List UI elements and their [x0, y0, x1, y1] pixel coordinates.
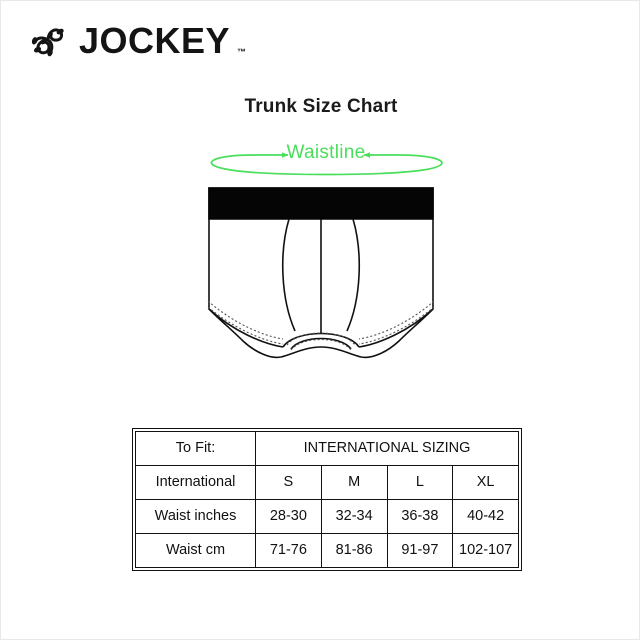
- page-title: Trunk Size Chart: [244, 96, 398, 117]
- table-row: International S M L XL: [135, 465, 519, 500]
- table-row: Waist inches 28-30 32-34 36-38 40-42: [135, 499, 519, 534]
- cell-international-m: M: [320, 465, 388, 500]
- brand-logo: JOCKEY ™: [27, 19, 249, 61]
- cell-waist-cm-l: 91-97: [386, 533, 454, 568]
- size-chart-table: To Fit: INTERNATIONAL SIZING Internation…: [135, 431, 519, 568]
- cell-waist-inches-m: 32-34: [320, 499, 388, 534]
- measurement-ellipse-icon: [210, 152, 443, 176]
- row-label-international: International: [135, 465, 256, 500]
- cell-waist-inches-xl: 40-42: [452, 499, 519, 534]
- table-row-header: To Fit: INTERNATIONAL SIZING: [135, 431, 519, 466]
- brand-wordmark: JOCKEY: [79, 20, 231, 61]
- table-header-international-sizing: INTERNATIONAL SIZING: [255, 431, 519, 466]
- cell-waist-cm-xl: 102-107: [452, 533, 519, 568]
- table-row: Waist cm 71-76 81-86 91-97 102-107: [135, 533, 519, 568]
- waistline-label: Waistline: [286, 142, 366, 163]
- cell-waist-inches-s: 28-30: [255, 499, 322, 534]
- cell-international-xl: XL: [452, 465, 519, 500]
- size-chart-table-container: To Fit: INTERNATIONAL SIZING Internation…: [132, 428, 522, 571]
- brand-trademark: ™: [237, 47, 247, 57]
- cell-waist-cm-s: 71-76: [255, 533, 322, 568]
- jockey-swirl-logo-icon: [27, 19, 69, 61]
- trunk-underwear-diagram: [207, 187, 435, 359]
- cell-waist-inches-l: 36-38: [386, 499, 454, 534]
- waistline-annotation: Waistline: [191, 134, 461, 182]
- table-corner-label: To Fit:: [135, 431, 256, 466]
- cell-international-s: S: [255, 465, 322, 500]
- row-label-waist-inches: Waist inches: [135, 499, 256, 534]
- row-label-waist-cm: Waist cm: [135, 533, 256, 568]
- cell-international-l: L: [386, 465, 454, 500]
- cell-waist-cm-m: 81-86: [320, 533, 388, 568]
